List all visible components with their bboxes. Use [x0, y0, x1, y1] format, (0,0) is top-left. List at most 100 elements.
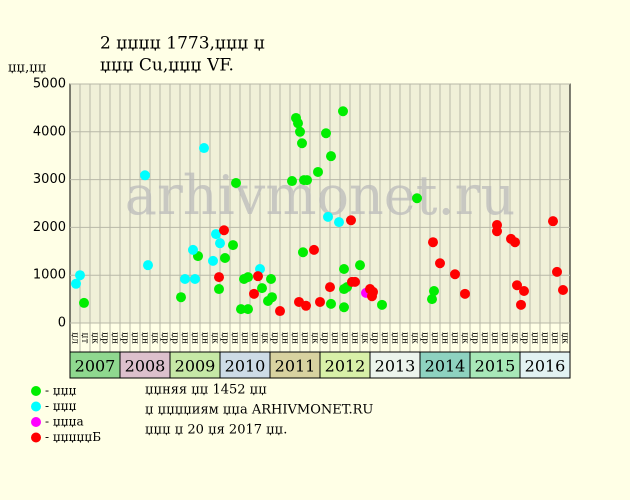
column-label: џн	[110, 332, 120, 344]
point	[334, 217, 344, 228]
chart-subtitle: џџџ Cu,џџџ VF.	[100, 56, 234, 76]
point	[257, 283, 267, 294]
point	[323, 211, 333, 222]
column-label: џн	[280, 332, 290, 344]
column-label: џн	[380, 332, 390, 344]
point	[143, 260, 153, 271]
point	[302, 175, 312, 186]
point	[429, 285, 439, 296]
year-label: 2016	[525, 357, 566, 376]
point	[301, 300, 311, 311]
year-label: 2014	[425, 357, 466, 376]
year-label: 2010	[225, 357, 266, 376]
point	[460, 288, 470, 299]
year-band	[169, 351, 221, 379]
column-label: џн	[440, 332, 450, 344]
point	[519, 285, 529, 296]
point	[180, 274, 190, 285]
point	[176, 292, 186, 303]
point	[199, 143, 209, 154]
year-band	[369, 351, 421, 379]
legend-marker	[31, 417, 41, 427]
point	[516, 299, 526, 310]
column-label: џк	[360, 332, 370, 344]
column-label: џн	[330, 332, 340, 344]
column-label: џн	[200, 332, 210, 344]
point	[297, 138, 307, 149]
column-label: џк	[260, 332, 270, 344]
column-label: џн	[500, 332, 510, 344]
note: џџџ џ 20 џя 2017 џџ.	[145, 423, 287, 438]
point	[220, 252, 230, 263]
column-label: џр	[470, 332, 480, 344]
column-label: џк	[510, 332, 520, 344]
point	[231, 177, 241, 188]
point	[215, 238, 225, 249]
point	[512, 280, 522, 291]
column-label: џн	[490, 332, 500, 344]
legend-label: - џџџ	[45, 384, 77, 398]
point	[253, 271, 263, 282]
point	[243, 272, 253, 283]
point	[190, 274, 200, 285]
point	[377, 299, 387, 310]
point	[350, 276, 360, 287]
column-label: џн	[430, 332, 440, 344]
year-label: 2011	[275, 357, 316, 376]
point	[315, 296, 325, 307]
y-tick-label: 0	[58, 316, 66, 331]
point	[548, 216, 558, 227]
column-label: џн	[230, 332, 240, 344]
note: џ џџџџиям џџа ARHIVMONET.RU	[145, 403, 373, 418]
column-label: џн	[390, 332, 400, 344]
year-label: 2015	[475, 357, 516, 376]
column-label: џн	[400, 332, 410, 344]
point	[412, 193, 422, 204]
point	[450, 269, 460, 280]
column-label: џр	[270, 332, 280, 344]
point	[558, 285, 568, 296]
column-label: џн	[130, 332, 140, 344]
y-tick-label: 5000	[33, 77, 66, 92]
column-label: џр	[220, 332, 230, 344]
point	[367, 291, 377, 302]
point	[339, 302, 349, 313]
column-label: џн	[480, 332, 490, 344]
year-label: 2012	[325, 357, 366, 376]
point	[249, 288, 259, 299]
column-label: џн	[550, 332, 560, 344]
point	[427, 294, 437, 305]
point	[510, 237, 520, 248]
y-tick-label: 1000	[33, 268, 66, 283]
y-axis-label: џџ,џџ	[8, 61, 47, 76]
point	[346, 215, 356, 226]
point	[326, 151, 336, 162]
point	[295, 126, 305, 137]
column-label: џн	[240, 332, 250, 344]
legend-marker	[31, 401, 41, 412]
column-label: џл	[70, 332, 80, 344]
column-label: џр	[120, 332, 130, 344]
point	[236, 304, 246, 315]
point	[214, 284, 224, 295]
year-band	[269, 351, 321, 379]
point	[214, 272, 224, 283]
column-label: џн	[250, 332, 260, 344]
legend-marker	[31, 386, 41, 396]
point	[492, 226, 502, 237]
column-label: џк	[560, 332, 570, 344]
year-band	[519, 351, 571, 379]
year-band	[219, 351, 271, 379]
column-label: џн	[180, 332, 190, 344]
column-label: џр	[320, 332, 330, 344]
column-label: џн	[190, 332, 200, 344]
column-label: џр	[170, 332, 180, 344]
point	[552, 266, 562, 277]
column-label: џн	[300, 332, 310, 344]
point	[338, 106, 348, 117]
point	[293, 118, 303, 129]
point	[309, 244, 319, 255]
point	[326, 298, 336, 309]
point	[219, 225, 229, 236]
